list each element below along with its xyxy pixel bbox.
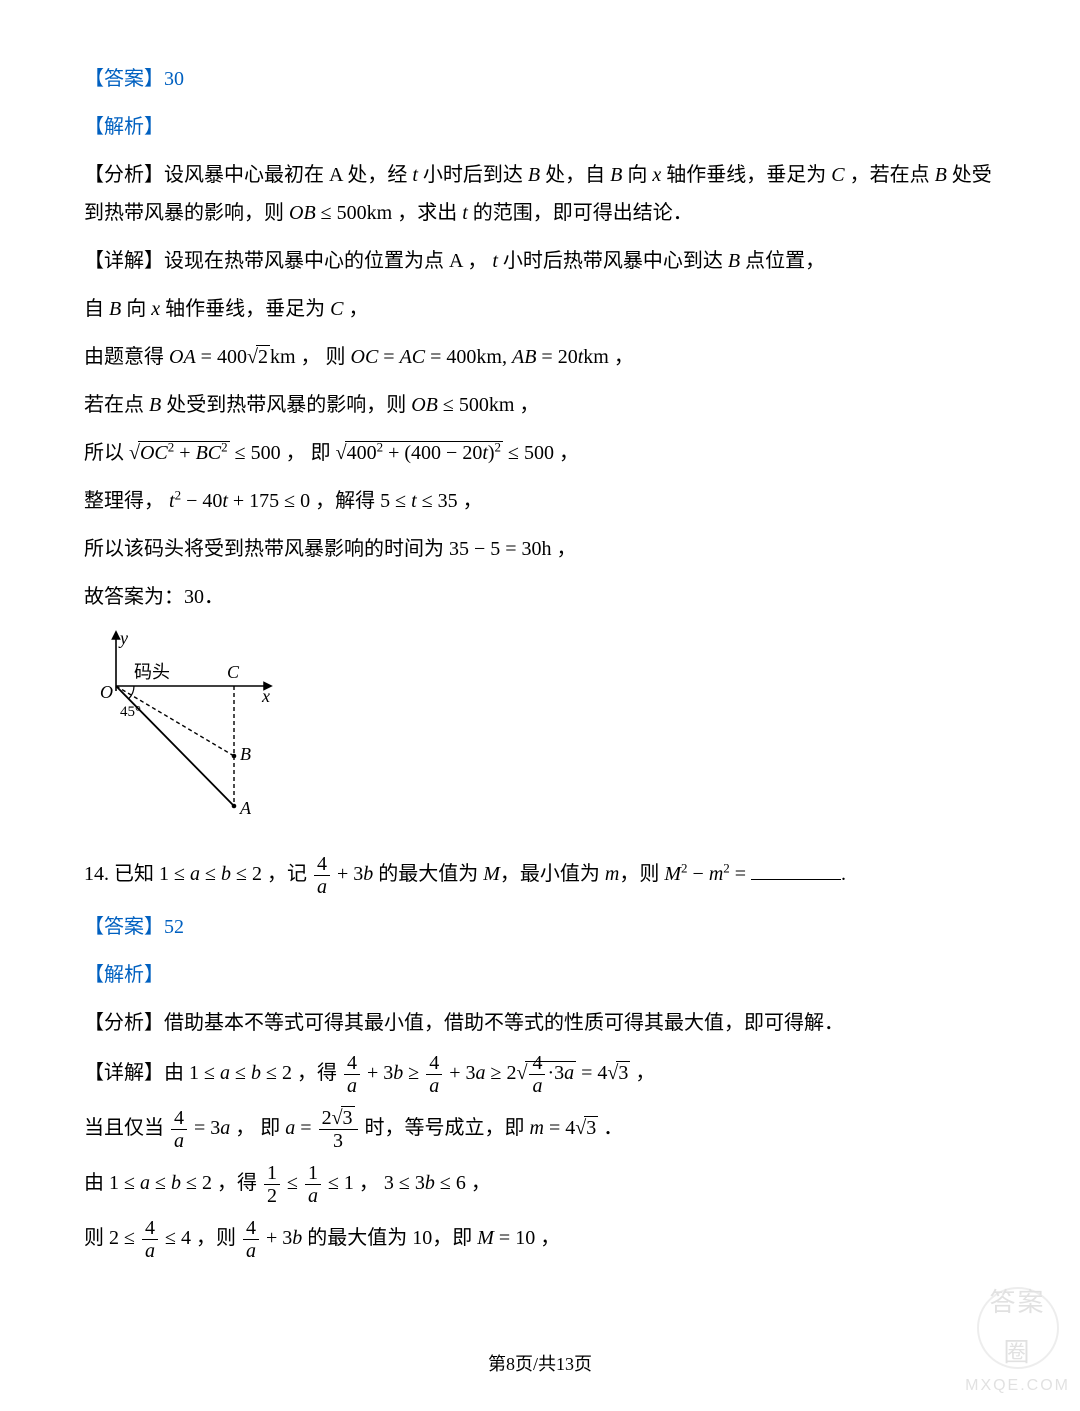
detail-14-line2: 当且仅当 4a = 3a ， 即 a = 233 时，等号成立，即 m = 43… (84, 1107, 996, 1152)
detail-13-result: 所以该码头将受到热带风暴影响的时间为 35 − 5 = 30h ， (84, 530, 996, 568)
answer-value-14: 52 (164, 916, 184, 938)
detail-13-intro-text: 设现在热带风暴中心的位置为点 A ， t 小时后热带风暴中心到达 B 点位置， (164, 250, 825, 272)
watermark: 答案圈 MXQE.COM (965, 1287, 1070, 1401)
detail-14-line4: 则 2 ≤ 4a ≤ 4 ，则 4a + 3b 的最大值为 10，即 M = 1… (84, 1217, 996, 1262)
storm-diagram-svg: y x O 码头 C 45° B A (84, 626, 284, 826)
frac-4-over-a: 4a (314, 853, 330, 898)
detail-label-14: 【详解】 (84, 1062, 164, 1084)
page-footer: 第8页/共13页 (0, 1347, 1080, 1381)
detail-13-intro: 【详解】设现在热带风暴中心的位置为点 A ， t 小时后热带风暴中心到达 B 点… (84, 242, 996, 280)
detail-13-ob: 若在点 B 处受到热带风暴的影响，则 OB ≤ 500km ， (84, 386, 996, 424)
label-45: 45° (120, 704, 141, 720)
page: 【答案】30 【解析】 【分析】设风暴中心最初在 A 处，经 t 小时后到达 B… (0, 0, 1080, 1411)
storm-diagram: y x O 码头 C 45° B A (84, 626, 996, 839)
answer-line-13: 【答案】30 (84, 60, 996, 98)
fenxi-13: 【分析】设风暴中心最初在 A 处，经 t 小时后到达 B 处，自 B 向 x 轴… (84, 156, 996, 232)
point-a (232, 804, 237, 809)
detail-13-oa: 由题意得 OA = 4002km ， 则 OC = AC = 400km, AB… (84, 338, 996, 376)
analysis-label-14: 【解析】 (84, 956, 996, 994)
detail-14-line3: 由 1 ≤ a ≤ b ≤ 2 ，得 12 ≤ 1a ≤ 1 ， 3 ≤ 3b … (84, 1162, 996, 1207)
answer-label: 【答案】 (84, 68, 164, 90)
fenxi-text-14: 借助基本不等式可得其最小值，借助不等式的性质可得其最大值，即可得解． (164, 1012, 844, 1034)
label-x: x (261, 686, 270, 706)
label-a: A (239, 798, 252, 818)
answer-value-13: 30 (164, 68, 184, 90)
detail-label: 【详解】 (84, 250, 164, 272)
q14-number: 14. (84, 863, 109, 885)
label-c: C (227, 662, 240, 682)
point-b (232, 754, 237, 759)
detail-13-final: 故答案为：30． (84, 578, 996, 616)
detail-13-simplify: 整理得， t2 − 40t + 175 ≤ 0 ，解得 5 ≤ t ≤ 35 ， (84, 482, 996, 520)
angle-arc (129, 686, 134, 699)
q14-stem: 14. 已知 1 ≤ a ≤ b ≤ 2 ，记 4a + 3b 的最大值为 M，… (84, 853, 996, 898)
answer-line-14: 【答案】52 (84, 908, 996, 946)
label-dock: 码头 (134, 662, 170, 682)
fenxi-label: 【分析】 (84, 164, 164, 186)
answer-blank (751, 859, 841, 880)
detail-13-bc: 自 B 向 x 轴作垂线，垂足为 C ， (84, 290, 996, 328)
fenxi-label-14: 【分析】 (84, 1012, 164, 1034)
fenxi-14: 【分析】借助基本不等式可得其最小值，借助不等式的性质可得其最大值，即可得解． (84, 1004, 996, 1042)
detail-14-line1: 【详解】由 1 ≤ a ≤ b ≤ 2 ，得 4a + 3b ≥ 4a + 3a… (84, 1052, 996, 1097)
label-b: B (240, 744, 251, 764)
answer-label-14: 【答案】 (84, 916, 164, 938)
label-o: O (100, 682, 113, 702)
analysis-label-13: 【解析】 (84, 108, 996, 146)
fenxi-text-13: 设风暴中心最初在 A 处，经 t 小时后到达 B 处，自 B 向 x 轴作垂线，… (84, 164, 992, 224)
label-y: y (118, 628, 128, 648)
detail-13-ineq: 所以 OC2 + BC2 ≤ 500 ， 即 4002 + (400 − 20t… (84, 434, 996, 472)
